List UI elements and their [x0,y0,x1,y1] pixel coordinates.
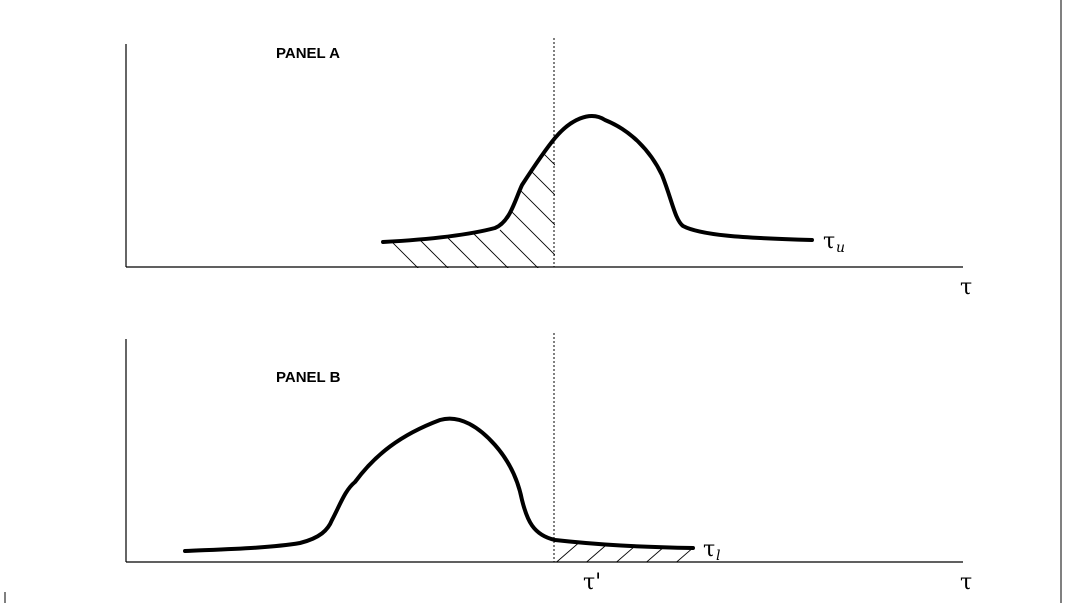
panel-a-distribution-curve [381,114,814,244]
figure-frame [4,0,1062,603]
panel-a: PANEL A τ u τ [125,38,972,300]
panel-a-x-axis-label: τ [960,275,972,300]
panel-b-distribution-curve [183,416,695,553]
panel-b-x-axis-label: τ [960,570,972,595]
panel-b-label: PANEL B [276,369,341,386]
panel-b-tau-subscript: l [716,548,720,564]
panel-b-tau-symbol: τ [703,537,715,562]
panel-a-label: PANEL A [276,45,340,62]
panel-a-tau-subscript: u [836,240,845,256]
panel-b: PANEL B τ l τ' τ [125,333,972,595]
panel-b-curve-label: τ l [703,537,720,564]
panel-a-tau-symbol: τ [823,229,835,254]
panel-a-curve-label: τ u [823,229,845,256]
panel-b-threshold-label: τ' [583,570,601,595]
